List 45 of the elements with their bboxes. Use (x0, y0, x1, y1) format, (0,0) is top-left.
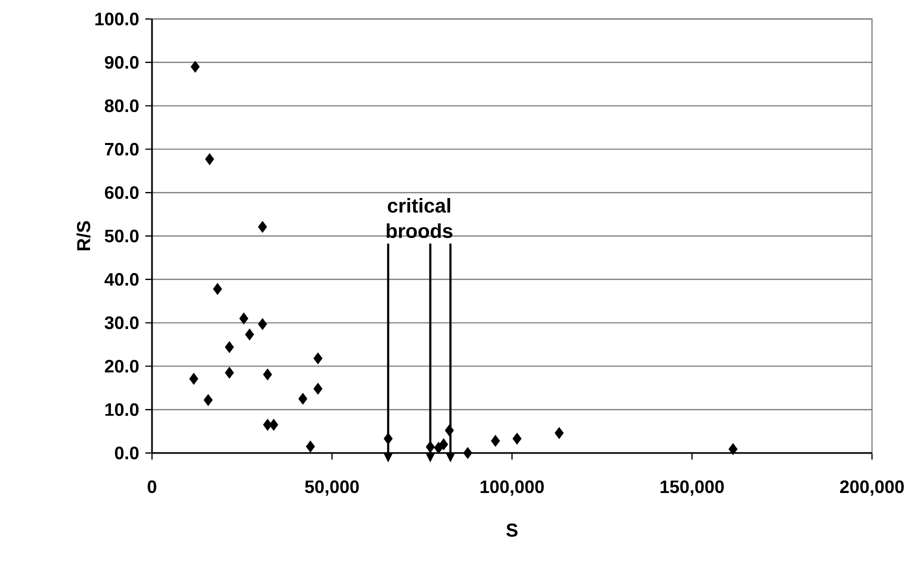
y-tick-label: 90.0 (104, 56, 139, 69)
point (512, 432, 522, 445)
point (263, 368, 272, 380)
y-tick-label: 60.0 (104, 186, 139, 199)
y-tick-label: 30.0 (104, 316, 139, 330)
y-axis-title: R/S (76, 221, 90, 250)
point (298, 392, 308, 405)
point (245, 328, 254, 340)
x-axis-title: S (506, 524, 518, 537)
point (439, 438, 448, 450)
annotation: critical broods (386, 198, 452, 238)
point (463, 447, 472, 459)
y-tick-label: 70.0 (105, 142, 139, 156)
y-tick-label: 10.0 (105, 403, 139, 416)
point (306, 440, 315, 452)
point (190, 60, 200, 73)
x-tick-label: 50,000 (305, 480, 359, 496)
point (728, 443, 738, 455)
point (554, 427, 564, 439)
y-tick-label: 0.0 (114, 446, 139, 460)
point (204, 394, 213, 406)
point (384, 432, 393, 445)
point (313, 382, 322, 395)
point (189, 372, 198, 385)
point (224, 341, 234, 353)
x-tick-label: 150,000 (660, 480, 724, 496)
point (213, 283, 222, 295)
point (444, 424, 454, 436)
point (490, 434, 500, 447)
point (224, 366, 234, 379)
x-tick-label: 0 (148, 480, 156, 494)
x-tick-label: 100,000 (480, 480, 544, 496)
x-tick-label: 200,000 (840, 480, 904, 496)
y-tick-label: 20.0 (104, 360, 139, 373)
point (205, 153, 214, 166)
y-tick-label: 80.0 (104, 99, 139, 112)
point (313, 352, 322, 364)
point (258, 318, 267, 330)
point (239, 312, 248, 324)
y-tick-label: 100.0 (95, 12, 139, 26)
point (426, 441, 435, 453)
point (258, 221, 267, 233)
point (269, 418, 278, 431)
y-tick-label: 40.0 (104, 273, 139, 286)
y-tick-label: 50.0 (104, 230, 139, 242)
